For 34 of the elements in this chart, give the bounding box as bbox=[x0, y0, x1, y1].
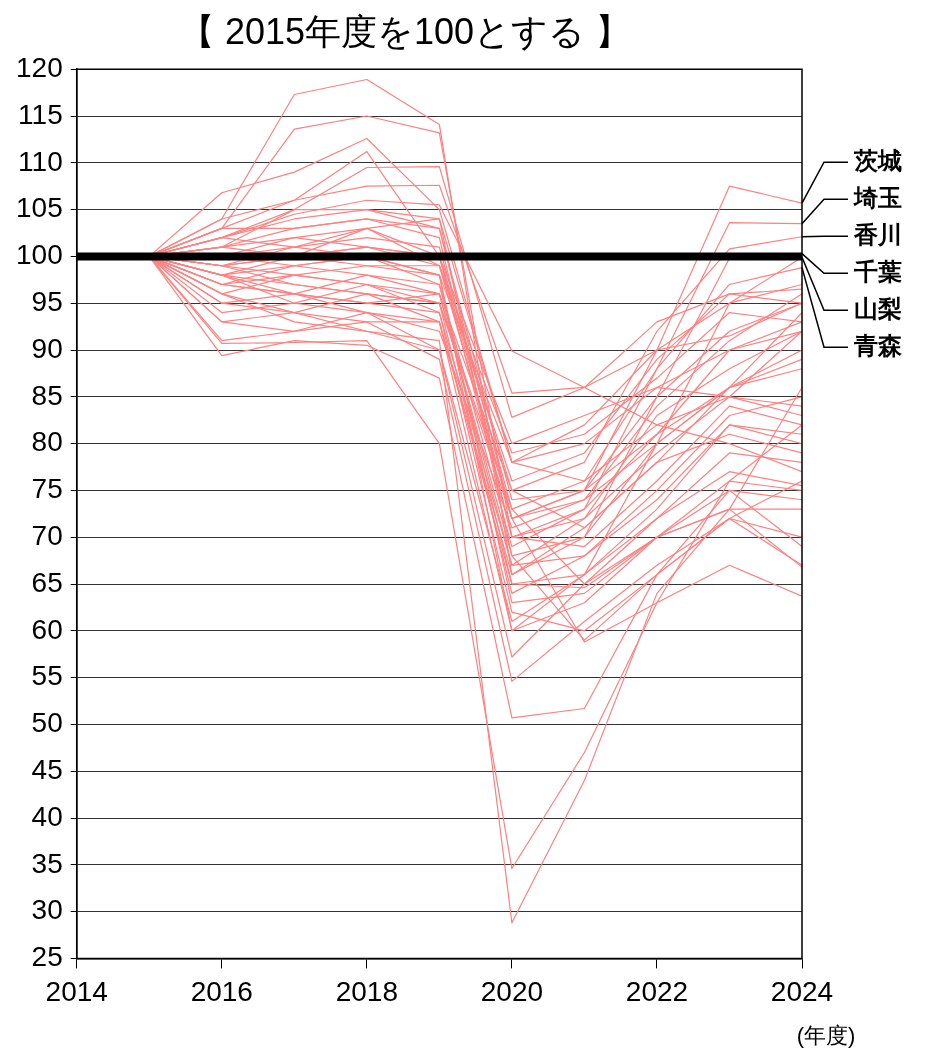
y-tick-label: 105 bbox=[16, 192, 63, 224]
y-tick-label: 80 bbox=[31, 426, 63, 458]
y-tick-label: 120 bbox=[16, 51, 63, 83]
chart-title: 【 2015年度を100とする 】 bbox=[178, 10, 632, 52]
y-tick-label: 25 bbox=[31, 941, 63, 973]
y-tick-label: 100 bbox=[16, 239, 63, 271]
y-tick-label: 55 bbox=[31, 660, 63, 692]
x-tick-label: 2018 bbox=[335, 975, 398, 1007]
x-tick-label: 2020 bbox=[480, 975, 544, 1007]
y-tick-label: 95 bbox=[31, 285, 63, 317]
y-tick-label: 35 bbox=[31, 847, 63, 879]
y-tick-label: 90 bbox=[31, 332, 63, 364]
x-tick-label: 2014 bbox=[45, 975, 108, 1007]
y-tick-label: 60 bbox=[31, 613, 63, 645]
y-tick-label: 50 bbox=[31, 707, 63, 739]
y-tick-label: 30 bbox=[31, 894, 63, 926]
text: 山梨 bbox=[854, 294, 902, 322]
text: 千葉 bbox=[853, 257, 902, 285]
text: 香川 bbox=[853, 220, 902, 248]
x-tick-label: 2016 bbox=[190, 975, 253, 1007]
y-tick-label: 85 bbox=[31, 379, 63, 411]
text: 埼玉 bbox=[853, 183, 902, 211]
y-tick-label: 40 bbox=[31, 800, 63, 832]
y-tick-label: 75 bbox=[31, 473, 63, 505]
y-tick-label: 45 bbox=[31, 753, 63, 785]
x-tick-label: 2022 bbox=[625, 975, 689, 1007]
text: 茨城 bbox=[853, 146, 902, 174]
y-tick-label: 110 bbox=[18, 145, 63, 177]
y-tick-label: 115 bbox=[18, 98, 63, 130]
y-tick-label: 65 bbox=[31, 566, 63, 598]
y-tick-label: 70 bbox=[31, 519, 63, 551]
x-tick-label: 2024 bbox=[770, 975, 834, 1007]
text: 青森 bbox=[853, 331, 902, 359]
x-axis-title: (年度) bbox=[796, 1023, 856, 1049]
